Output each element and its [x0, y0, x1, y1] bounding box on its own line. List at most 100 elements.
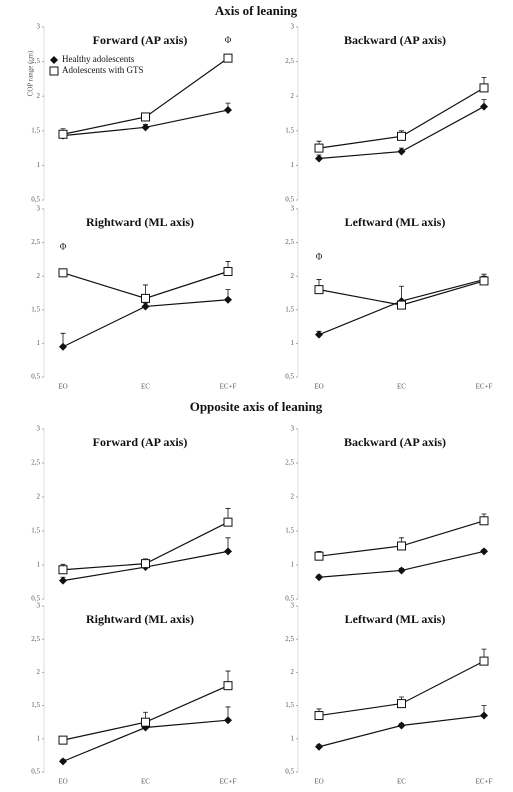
marker-square — [58, 129, 68, 139]
annotation: Φ — [225, 35, 232, 45]
y-tick-label: 0,5 — [285, 196, 294, 204]
marker-diamond — [397, 721, 406, 730]
y-tick-label: 3 — [291, 425, 295, 433]
y-tick-label: 2,5 — [31, 238, 40, 246]
marker-square — [479, 276, 489, 286]
y-tick-label: 0,5 — [285, 595, 294, 603]
y-tick-label: 2 — [291, 92, 295, 100]
marker-diamond — [315, 154, 323, 163]
y-tick-label: 2 — [37, 493, 41, 501]
y-tick-label: 3 — [291, 23, 295, 31]
marker-diamond — [224, 716, 232, 725]
marker-square — [314, 143, 324, 153]
marker-diamond — [224, 295, 232, 304]
marker-square — [314, 551, 324, 561]
marker-diamond — [59, 576, 67, 585]
y-tick-label: 2 — [37, 272, 41, 280]
marker-square — [58, 268, 68, 278]
y-axis-label: COP range (cm) — [27, 50, 35, 96]
marker-square — [397, 541, 406, 551]
marker-square — [397, 131, 406, 141]
marker-diamond — [59, 342, 67, 351]
y-tick-label: 3 — [37, 205, 41, 213]
marker-diamond — [397, 566, 406, 575]
marker-square — [141, 112, 150, 122]
y-tick-label: 1,5 — [285, 305, 294, 313]
y-tick-label: 2 — [37, 92, 41, 100]
marker-square — [223, 53, 233, 63]
y-tick-label: 3 — [291, 205, 295, 213]
marker-square — [223, 681, 233, 691]
legend-label: Adolescents with GTS — [62, 65, 144, 75]
y-tick-label: 1 — [291, 161, 295, 169]
y-tick-label: 2 — [291, 668, 295, 676]
x-tick-label: EC+F — [476, 778, 493, 786]
section-heading: Axis of leaning — [215, 3, 298, 18]
marker-square — [58, 565, 68, 575]
y-tick-label: 3 — [37, 425, 41, 433]
marker-diamond — [315, 573, 323, 582]
marker-diamond — [480, 711, 488, 720]
chart-title: Leftward (ML axis) — [345, 612, 446, 626]
marker-square — [397, 699, 406, 709]
y-tick-label: 1 — [291, 339, 295, 347]
y-tick-label: 3 — [291, 602, 295, 610]
legend-label: Healthy adolescents — [62, 54, 135, 64]
marker-diamond — [397, 147, 406, 156]
y-tick-label: 1,5 — [31, 126, 40, 134]
y-tick-label: 3 — [37, 602, 41, 610]
x-tick-label: EC+F — [476, 383, 493, 391]
marker-diamond — [50, 56, 58, 64]
x-tick-label: EO — [314, 383, 323, 391]
x-tick-label: EO — [58, 778, 67, 786]
y-tick-label: 2,5 — [31, 57, 40, 65]
y-tick-label: 0,5 — [31, 595, 40, 603]
x-tick-label: EC — [397, 778, 406, 786]
marker-diamond — [141, 302, 150, 311]
marker-square — [141, 559, 150, 569]
y-tick-label: 2,5 — [31, 635, 40, 643]
y-tick-label: 0,5 — [31, 768, 40, 776]
marker-square — [223, 517, 233, 527]
y-tick-label: 0,5 — [31, 373, 40, 381]
y-tick-label: 3 — [37, 23, 41, 31]
marker-diamond — [59, 757, 67, 766]
y-tick-label: 1,5 — [31, 305, 40, 313]
y-tick-label: 0,5 — [31, 196, 40, 204]
x-tick-label: EO — [314, 778, 323, 786]
x-tick-label: EC — [397, 383, 406, 391]
y-tick-label: 1 — [291, 561, 295, 569]
y-tick-label: 1,5 — [31, 527, 40, 535]
y-tick-label: 1 — [37, 734, 41, 742]
y-tick-label: 2,5 — [285, 238, 294, 246]
marker-square — [49, 66, 59, 76]
marker-square — [479, 656, 489, 666]
y-tick-label: 2,5 — [285, 459, 294, 467]
marker-square — [58, 735, 68, 745]
y-tick-label: 2,5 — [31, 459, 40, 467]
y-tick-label: 2,5 — [285, 57, 294, 65]
marker-diamond — [480, 547, 488, 556]
series-line — [318, 714, 485, 748]
marker-square — [479, 83, 489, 93]
marker-square — [314, 711, 324, 721]
y-tick-label: 2 — [291, 493, 295, 501]
marker-diamond — [480, 102, 488, 111]
chart-title: Backward (AP axis) — [344, 435, 446, 449]
chart-title: Leftward (ML axis) — [345, 215, 446, 229]
marker-diamond — [224, 547, 232, 556]
x-tick-label: EO — [58, 383, 67, 391]
x-tick-label: EC — [141, 778, 150, 786]
x-tick-label: EC+F — [220, 383, 237, 391]
y-tick-label: 2 — [37, 668, 41, 676]
marker-square — [397, 300, 406, 310]
y-tick-label: 2 — [291, 272, 295, 280]
chart-title: Rightward (ML axis) — [86, 215, 194, 229]
y-tick-label: 1,5 — [285, 527, 294, 535]
y-tick-label: 1 — [37, 561, 41, 569]
chart-title: Forward (AP axis) — [93, 33, 188, 47]
y-tick-label: 0,5 — [285, 373, 294, 381]
section-heading: Opposite axis of leaning — [190, 399, 323, 414]
y-tick-label: 1 — [291, 734, 295, 742]
